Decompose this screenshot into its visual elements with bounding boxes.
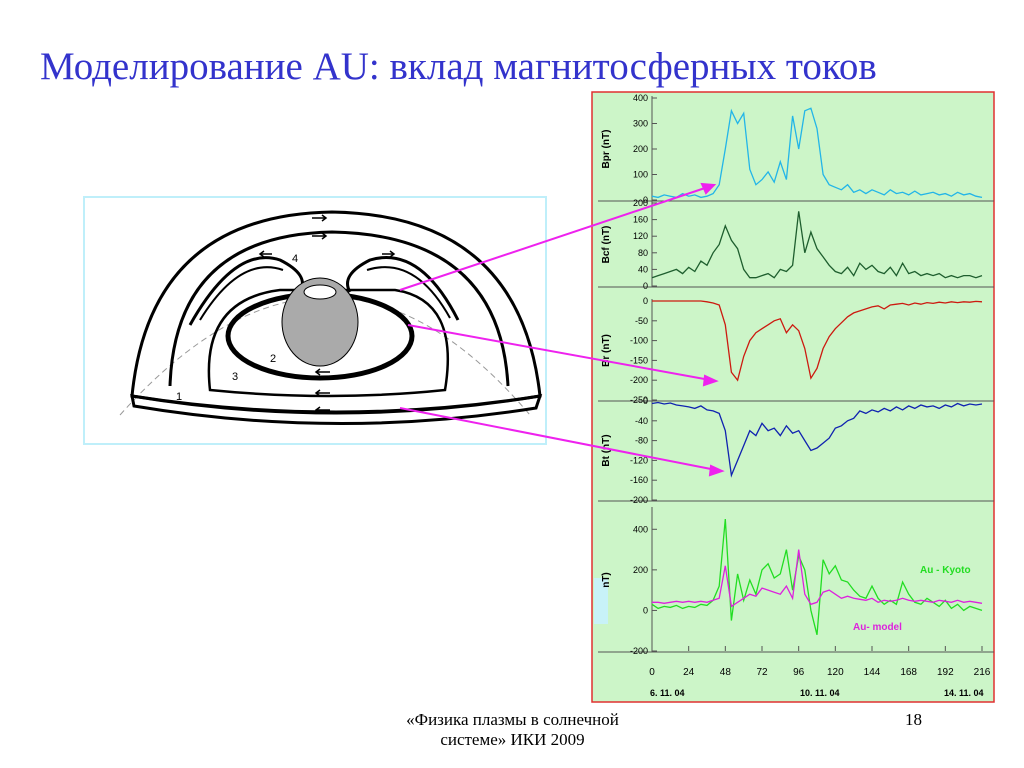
- y-tick-label: -100: [630, 336, 648, 346]
- y-axis-label: nT): [601, 572, 612, 588]
- x-tick-label: 48: [720, 667, 732, 678]
- slide-title: Моделирование AU: вклад магнитосферных т…: [40, 45, 877, 88]
- inner-dome: [168, 230, 510, 387]
- x-tick-label: 168: [900, 667, 917, 678]
- y-axis-label: Bt (nT): [601, 434, 612, 466]
- y-tick-label: -80: [635, 436, 648, 446]
- series-line: [651, 401, 983, 478]
- legend-label: Au- model: [853, 622, 902, 633]
- y-tick-label: 400: [633, 524, 648, 534]
- y-tick-label: -200: [630, 646, 648, 656]
- earth: [281, 277, 359, 367]
- series-line: [651, 107, 983, 199]
- series-line: [652, 300, 983, 382]
- y-tick-label: 120: [633, 231, 648, 241]
- y-tick-label: 40: [638, 264, 648, 274]
- y-tick-label: -40: [635, 416, 648, 426]
- loop-3: [207, 288, 450, 398]
- series-line: [652, 549, 983, 608]
- series-line: [651, 211, 983, 279]
- current-arrows: [258, 214, 396, 414]
- y-tick-label: -50: [635, 316, 648, 326]
- y-tick-label: -150: [630, 355, 648, 365]
- series-line: [651, 519, 983, 635]
- x-tick-label: 120: [827, 667, 844, 678]
- y-tick-label: 200: [633, 144, 648, 154]
- date-label: 6. 11. 04: [650, 688, 685, 698]
- y-tick-label: -250: [630, 395, 648, 405]
- y-axis-label: Bcf (nT): [601, 226, 612, 264]
- diagram-label: 3: [232, 371, 238, 383]
- connector-arrows: [399, 182, 725, 477]
- date-label: 14. 11. 04: [944, 688, 984, 698]
- y-tick-label: -160: [630, 475, 648, 485]
- y-tick-label: 200: [633, 198, 648, 208]
- diagram-label: 4: [292, 253, 298, 265]
- footer-source: «Физика плазмы в солнечной системе» ИКИ …: [406, 710, 619, 749]
- y-tick-label: 0: [643, 396, 648, 406]
- date-label: 10. 11. 04: [800, 688, 840, 698]
- y-tick-label: 0: [643, 605, 648, 615]
- y-tick-label: 0: [643, 296, 648, 306]
- y-tick-label: 200: [633, 565, 648, 575]
- x-tick-label: 24: [683, 667, 695, 678]
- label-cover: [594, 578, 608, 624]
- loop-4-inner: [199, 266, 451, 321]
- y-tick-label: -120: [630, 455, 648, 465]
- y-axis-label: Br (nT): [601, 334, 612, 367]
- y-tick-label: 0: [643, 281, 648, 291]
- x-tick-label: 192: [937, 667, 954, 678]
- y-tick-label: -200: [630, 375, 648, 385]
- diagram-label: 1: [176, 391, 182, 403]
- outer-base: [130, 394, 543, 426]
- legend-label: Au - Kyoto: [920, 565, 971, 576]
- y-tick-label: -200: [630, 495, 648, 505]
- page-number: 18: [905, 710, 922, 729]
- polar-cap: [303, 284, 337, 300]
- y-tick-label: 100: [633, 170, 648, 180]
- y-axis-label: Bpr (nT): [601, 130, 612, 169]
- diagram-label: 2: [270, 353, 276, 365]
- loop-4: [188, 256, 460, 326]
- x-tick-label: 72: [756, 667, 768, 678]
- y-tick-label: 400: [633, 93, 648, 103]
- y-tick-label: 80: [638, 248, 648, 258]
- x-tick-label: 144: [864, 667, 881, 678]
- x-tick-label: 96: [793, 667, 805, 678]
- y-tick-label: 300: [633, 119, 648, 129]
- y-tick-label: 160: [633, 215, 648, 225]
- x-tick-label: 216: [974, 667, 991, 678]
- x-tick-label: 0: [649, 667, 655, 678]
- y-tick-label: 0: [643, 195, 648, 205]
